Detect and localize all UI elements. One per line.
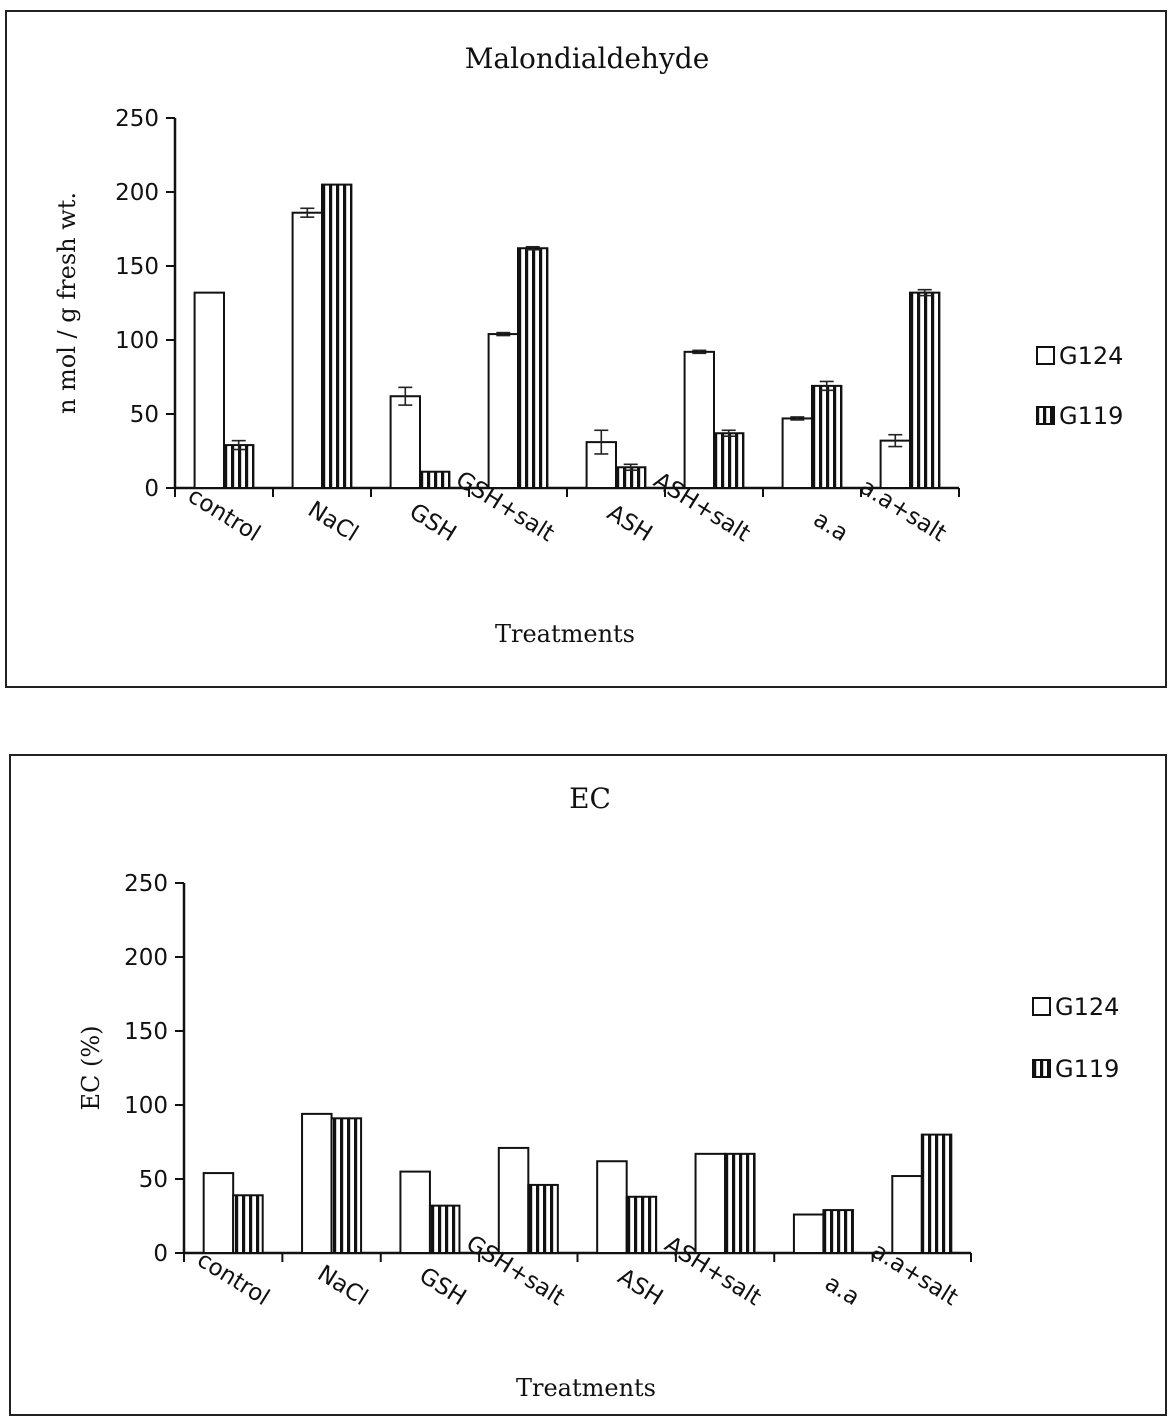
ec-bar-g124-6	[792, 1213, 825, 1254]
ec-y-axis-label: EC (%)	[77, 1025, 105, 1110]
ec-bar-g119-5	[724, 1152, 756, 1254]
mda-y-axis-label: n mol / g fresh wt.	[53, 192, 81, 414]
mda-y-tick-label: 150	[115, 254, 159, 280]
ec-bar-g119-3	[527, 1183, 559, 1255]
mda-legend-swatch-g124	[1036, 346, 1055, 365]
ec-y-tick-label: 200	[124, 945, 168, 971]
ec-bar-g124-2	[399, 1170, 431, 1255]
mda-bar-g124-7	[879, 439, 911, 490]
ec-bar-g119-6	[822, 1209, 854, 1254]
mda-error-bar-g119-3	[525, 245, 540, 251]
ec-legend-swatch-g124	[1032, 997, 1051, 1016]
mda-category-label: a.a	[809, 506, 853, 547]
ec-bar-g119-2	[428, 1204, 461, 1255]
ec-legend-label-g124: G124	[1055, 993, 1119, 1021]
ec-bar-g119-1	[330, 1117, 363, 1254]
ec-category-label: GSH	[415, 1263, 471, 1311]
mda-error-bar-g119-5	[721, 429, 736, 438]
mda-error-bar-g124-2	[398, 386, 413, 406]
ec-x-axis-label: Treatments	[516, 1374, 656, 1402]
mda-y-tick-label: 100	[115, 328, 159, 354]
mda-bar-g124-6	[781, 417, 813, 489]
mda-error-bar-g124-6	[790, 416, 805, 421]
mda-chart: Malondialdehyde 0 50 100 150 200 250 control NaC…	[53, 42, 1123, 648]
mda-bar-g119-5	[713, 432, 745, 489]
mda-category-label: ASH	[602, 500, 656, 547]
ec-bar-g119-7	[920, 1133, 953, 1255]
ec-category-label: ASH	[613, 1264, 667, 1311]
ec-category-label: NaCl	[313, 1261, 372, 1312]
mda-legend-label-g119: G119	[1059, 402, 1123, 430]
ec-bar-g119-4	[625, 1195, 658, 1255]
mda-bar-g124-5	[683, 350, 715, 489]
mda-error-bar-g124-1	[300, 207, 315, 218]
mda-error-bar-g119-6	[819, 380, 834, 392]
mda-y-tick-label: 50	[130, 402, 159, 428]
mda-x-axis-label: Treatments	[495, 620, 635, 648]
ec-bar-g124-0	[202, 1172, 235, 1254]
mda-bar-g119-3	[517, 247, 549, 489]
mda-bar-g124-3	[487, 333, 520, 489]
ec-bar-g124-5	[694, 1152, 727, 1254]
mda-error-bar-g124-7	[888, 433, 903, 448]
mda-error-bar-g119-7	[917, 288, 932, 297]
mda-bar-g119-6	[811, 384, 843, 490]
ec-y-tick-label: 250	[124, 871, 168, 897]
mda-bar-g124-0	[193, 291, 226, 490]
mda-bar-g119-0	[223, 444, 255, 489]
mda-error-bar-g124-4	[594, 429, 609, 455]
mda-bar-g119-7	[909, 291, 941, 490]
mda-legend-label-g124: G124	[1059, 342, 1123, 370]
mda-chart-panel: Malondialdehyde 0 50 100 150 200 250 control NaC…	[5, 10, 1167, 688]
ec-bar-g119-0	[232, 1194, 264, 1254]
ec-bar-g124-4	[596, 1160, 628, 1254]
ec-bar-g124-7	[891, 1175, 923, 1255]
mda-bar-g119-1	[321, 183, 353, 489]
ec-legend-label-g119: G119	[1055, 1055, 1119, 1083]
mda-error-bar-g124-3	[496, 331, 511, 337]
ec-y-tick-label: 150	[124, 1019, 168, 1045]
mda-error-bar-g119-0	[231, 439, 246, 451]
mda-category-label: GSH	[405, 499, 461, 547]
mda-bar-g124-2	[389, 395, 422, 489]
mda-bar-g124-1	[291, 211, 324, 489]
mda-legend-swatch-g119	[1036, 406, 1055, 425]
mda-chart-title: Malondialdehyde	[465, 42, 710, 75]
ec-y-tick-label: 0	[153, 1241, 168, 1267]
ec-legend-swatch-g119	[1032, 1059, 1051, 1078]
mda-y-tick-label: 250	[115, 106, 159, 132]
ec-category-label: control	[192, 1247, 273, 1311]
ec-bar-g124-3	[497, 1146, 530, 1255]
mda-category-label: control	[183, 483, 264, 547]
mda-y-tick-label: 0	[144, 476, 159, 502]
ec-bar-g124-1	[301, 1112, 333, 1254]
ec-y-tick-label: 50	[139, 1167, 168, 1193]
mda-error-bar-g124-5	[692, 349, 707, 355]
mda-error-bar-g119-4	[623, 463, 638, 472]
mda-y-tick-label: 200	[115, 180, 159, 206]
mda-bar-g119-2	[419, 470, 451, 490]
ec-chart-panel: EC 0 50 100 150 200 250 control NaCl GSH GSH+salt A…	[9, 754, 1167, 1416]
ec-y-tick-label: 100	[124, 1093, 168, 1119]
ec-category-label: a.a	[820, 1270, 864, 1311]
mda-category-label: NaCl	[303, 497, 362, 548]
ec-chart-title: EC	[569, 782, 611, 815]
